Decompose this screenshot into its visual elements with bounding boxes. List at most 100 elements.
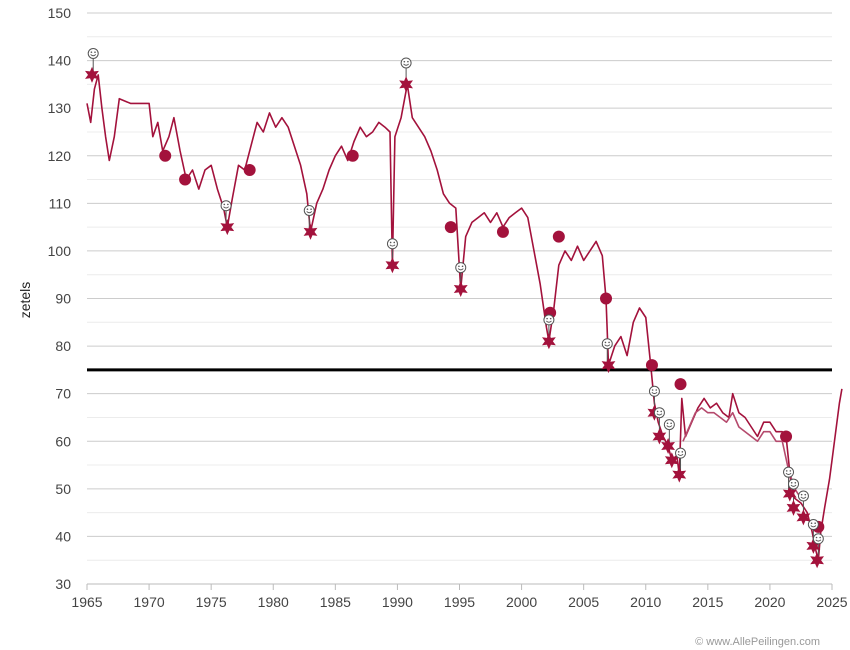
smiley-mouth [90, 54, 97, 57]
smiley-eye [789, 470, 792, 472]
smiley-face [663, 419, 675, 431]
grid [87, 12, 832, 585]
smiley-face [303, 204, 315, 216]
marker-star [810, 552, 824, 569]
marker-star [786, 499, 801, 516]
x-tick-label: 2020 [754, 594, 785, 610]
series-line-1 [86, 74, 843, 562]
smiley-eye [790, 481, 793, 484]
y-axis-ticks: 30 40 50 60 70 80 90 100 110 120 130 140 150 [48, 5, 72, 592]
smiley-mouth [545, 320, 552, 323]
smiley-mouth [666, 425, 673, 428]
smiley-face [220, 200, 232, 212]
marker-smiley [648, 385, 660, 397]
smiley-face [87, 47, 99, 59]
marker-smiley [601, 338, 613, 350]
marker-star [664, 452, 679, 469]
y-tick-label: 80 [55, 338, 71, 354]
marker-smiley [386, 238, 398, 250]
x-tick-label: 1990 [382, 594, 413, 610]
smiley-eye [546, 317, 548, 320]
marker-circle [674, 378, 687, 391]
smiley-mouth [306, 211, 313, 214]
marker-circle [645, 359, 658, 372]
smiley-mouth [604, 344, 611, 347]
smiley-eye [549, 317, 552, 320]
marker-star [399, 76, 413, 93]
marker-star [652, 428, 667, 445]
smiley-eye [660, 410, 663, 413]
y-axis-title: zetels [17, 282, 33, 319]
smiley-eye [785, 470, 788, 472]
smiley-mouth [403, 63, 410, 66]
y-tick-label: 150 [48, 5, 72, 21]
smiley-mouth [656, 413, 663, 416]
smiley-eye [819, 536, 821, 539]
y-tick-label: 40 [55, 528, 71, 544]
marker-circle [600, 292, 613, 305]
smiley-eye [814, 522, 816, 525]
smiley-mouth [790, 484, 797, 487]
markers [85, 47, 825, 569]
marker-smiley [788, 478, 800, 490]
x-tick-label: 1980 [258, 594, 289, 610]
smiley-eye [815, 536, 818, 539]
smiley-mouth [389, 244, 396, 247]
credit-text: © www.AllePeilingen.com [695, 636, 820, 648]
smiley-eye [90, 51, 93, 53]
smiley-mouth [677, 453, 684, 456]
smiley-face [783, 466, 795, 478]
marker-star [303, 223, 318, 240]
x-axis-ticks: 1965 1970 1975 1980 1985 1990 1995 2000 2005 2010… [71, 583, 848, 610]
marker-smiley [807, 519, 819, 531]
marker-circle [179, 173, 192, 186]
marker-smiley [663, 419, 675, 431]
smiley-eye [677, 451, 680, 453]
smiley-face [601, 338, 613, 350]
x-tick-label: 2025 [816, 594, 847, 610]
marker-smiley [303, 204, 315, 216]
smiley-face [807, 519, 819, 531]
y-tick-label: 120 [48, 148, 72, 164]
smiley-eye [461, 265, 464, 268]
marker-circle [780, 430, 793, 443]
smiley-eye [810, 522, 813, 525]
smiley-mouth [457, 268, 464, 271]
marker-star [385, 257, 400, 274]
smiley-eye [608, 341, 610, 344]
y-tick-label: 50 [55, 481, 71, 497]
x-tick-label: 1975 [196, 594, 227, 610]
marker-smiley [87, 47, 99, 59]
marker-smiley [797, 490, 809, 502]
smiley-eye [670, 422, 672, 425]
smiley-mouth [785, 472, 792, 475]
smiley-face [812, 533, 824, 545]
x-tick-label: 2005 [568, 594, 599, 610]
smiley-eye [655, 389, 658, 391]
smiley-eye [310, 208, 312, 210]
marker-circle [159, 149, 172, 162]
y-tick-label: 130 [48, 100, 72, 116]
smiley-eye [403, 60, 406, 63]
marker-circle [243, 164, 256, 177]
x-tick-label: 2015 [692, 594, 723, 610]
smiley-face [543, 314, 555, 326]
y-tick-label: 140 [48, 53, 72, 69]
marker-star [453, 281, 468, 297]
marker-smiley [675, 447, 687, 459]
marker-circle [444, 221, 457, 234]
x-tick-label: 1985 [320, 594, 351, 610]
smiley-face [797, 490, 809, 502]
marker-circle [346, 149, 359, 162]
series-line-2 [682, 407, 802, 499]
y-tick-label: 30 [55, 576, 71, 592]
smiley-eye [604, 341, 607, 344]
marker-star [85, 66, 99, 83]
smiley-eye [666, 422, 669, 425]
x-tick-label: 1965 [71, 594, 102, 610]
smiley-mouth [815, 539, 822, 542]
smiley-eye [407, 60, 409, 63]
smiley-face [675, 447, 687, 459]
marker-star [672, 466, 687, 483]
